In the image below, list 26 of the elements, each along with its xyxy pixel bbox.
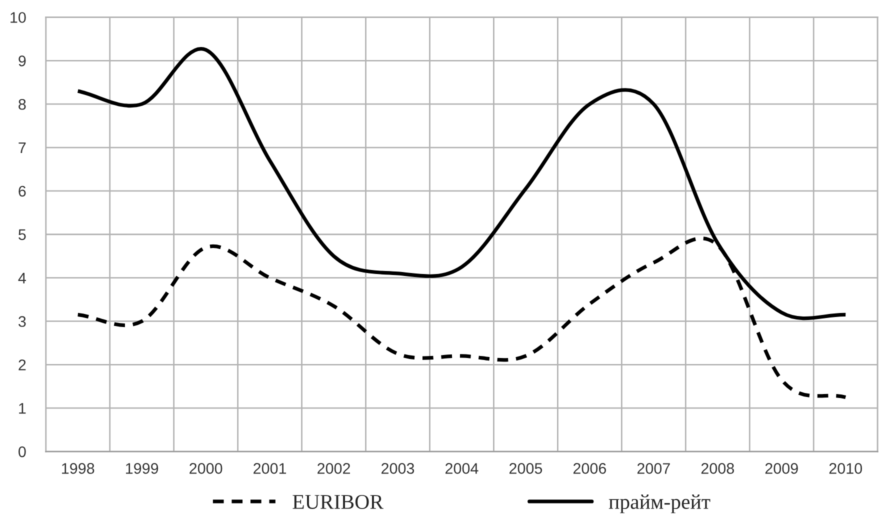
- y-tick-label: 2: [18, 360, 26, 370]
- y-tick-label: 10: [10, 12, 26, 23]
- x-tick-label: 2000: [190, 463, 222, 474]
- y-tick-label: 9: [18, 56, 26, 66]
- x-tick-label: 2003: [382, 463, 414, 474]
- y-tick-label: 3: [18, 316, 26, 327]
- y-tick-label: 6: [18, 186, 26, 197]
- legend-label: прайм-рейт: [608, 494, 710, 514]
- x-tick-label: 2006: [573, 463, 606, 474]
- x-tick-label: 2010: [829, 463, 862, 474]
- y-tick-label: 1: [19, 403, 26, 414]
- y-tick-label: 0: [18, 446, 26, 458]
- y-tick-label: 8: [18, 98, 26, 110]
- x-tick-label: 2004: [446, 463, 478, 474]
- x-tick-label: 2005: [509, 463, 542, 474]
- y-tick-label: 7: [18, 142, 26, 154]
- y-tick-label: 4: [18, 272, 26, 284]
- x-tick-label: 2009: [765, 463, 798, 474]
- x-tick-label: 2002: [318, 463, 350, 474]
- x-tick-label: 2007: [637, 463, 670, 474]
- y-tick-label: 5: [18, 229, 26, 240]
- x-tick-label: 1998: [62, 463, 94, 474]
- x-tick-label: 2008: [701, 463, 734, 474]
- legend-label: EURIBOR: [292, 494, 384, 509]
- x-tick-label: 2001: [254, 463, 286, 474]
- x-tick-label: 1999: [126, 463, 158, 474]
